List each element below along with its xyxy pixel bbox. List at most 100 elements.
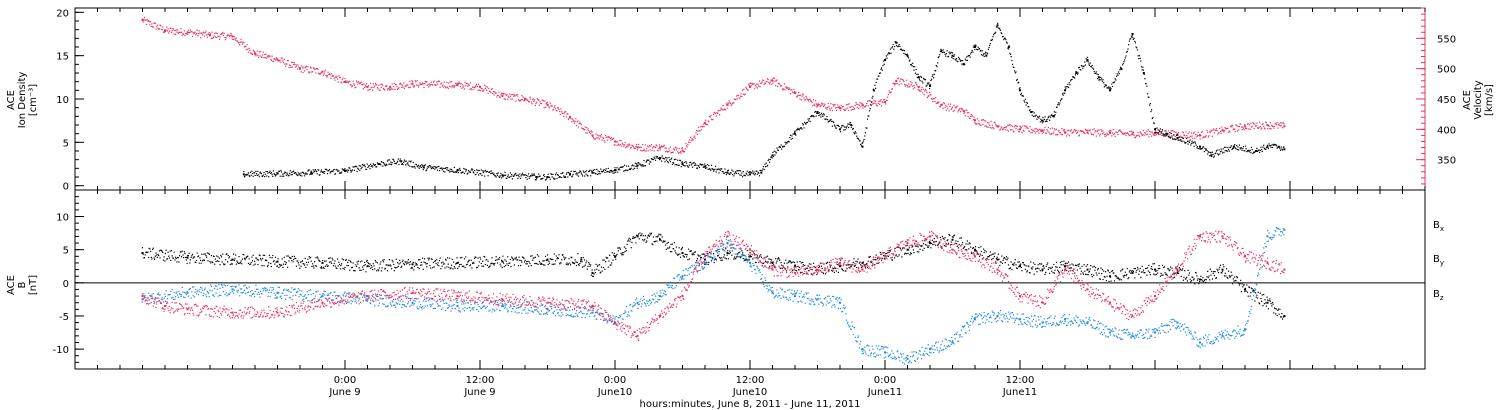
field-series-bx-sample bbox=[936, 236, 938, 238]
velocity-series-sample bbox=[938, 101, 940, 103]
velocity-series-sample bbox=[248, 47, 250, 49]
density-series-sample bbox=[869, 108, 871, 110]
density-series-sample bbox=[945, 53, 947, 55]
density-series-sample bbox=[1025, 104, 1027, 106]
velocity-series-sample bbox=[1215, 129, 1217, 131]
velocity-series-sample bbox=[534, 104, 536, 106]
field-series-bx-sample bbox=[763, 257, 765, 259]
velocity-series-sample bbox=[406, 84, 408, 86]
density-series-sample bbox=[1151, 109, 1153, 111]
velocity-series-sample bbox=[423, 87, 425, 89]
velocity-series-sample bbox=[706, 123, 708, 125]
density-series-sample bbox=[1133, 37, 1135, 39]
field-series-bx-sample bbox=[148, 256, 150, 259]
field-series-bx-sample bbox=[928, 245, 930, 247]
density-series-sample bbox=[679, 159, 682, 162]
density-series-sample bbox=[1272, 143, 1274, 145]
density-series-sample bbox=[505, 177, 507, 179]
field-series-bx-sample bbox=[929, 241, 931, 243]
velocity-series-sample bbox=[212, 36, 214, 38]
density-series-sample bbox=[264, 176, 266, 178]
velocity-series-sample bbox=[814, 100, 817, 102]
field-series-bx-sample bbox=[1056, 266, 1058, 268]
field-series-bx-sample bbox=[727, 258, 729, 260]
velocity-series-sample bbox=[760, 82, 763, 84]
density-series-sample bbox=[593, 172, 595, 174]
field-series-bx-sample bbox=[786, 262, 788, 264]
density-series-sample bbox=[1150, 110, 1152, 113]
velocity-series-sample bbox=[274, 59, 277, 61]
density-series-sample bbox=[575, 172, 578, 174]
field-series-bx-sample bbox=[495, 256, 497, 258]
field-series-bx-sample bbox=[465, 264, 468, 266]
field-series-bx-sample bbox=[496, 259, 498, 261]
density-series-sample bbox=[899, 45, 901, 47]
field-series-bx-sample bbox=[405, 261, 407, 263]
velocity-series-sample bbox=[1151, 131, 1153, 133]
velocity-series-sample bbox=[619, 140, 621, 142]
density-series-sample bbox=[941, 49, 943, 52]
field-series-bx-sample bbox=[629, 240, 631, 242]
density-series-sample bbox=[970, 51, 972, 53]
field-series-bx-sample bbox=[897, 246, 900, 248]
density-series-sample bbox=[669, 159, 671, 161]
field-series-bx-sample bbox=[947, 242, 950, 244]
field-series-bx-sample bbox=[721, 257, 723, 259]
velocity-series-sample bbox=[1072, 131, 1074, 133]
velocity-series-sample bbox=[582, 127, 584, 130]
density-series-sample bbox=[433, 165, 435, 168]
velocity-series-sample bbox=[1147, 129, 1149, 131]
field-series-bx-sample bbox=[233, 253, 235, 255]
density-series-sample bbox=[1244, 150, 1246, 152]
velocity-series-sample bbox=[752, 83, 754, 85]
density-series-sample bbox=[552, 173, 554, 175]
velocity-series-sample bbox=[658, 148, 660, 150]
density-series-sample bbox=[863, 138, 865, 140]
density-series-sample bbox=[1109, 87, 1112, 89]
density-series-sample bbox=[958, 58, 960, 60]
density-series bbox=[242, 22, 1286, 181]
velocity-series-sample bbox=[771, 83, 773, 85]
velocity-series-point bbox=[501, 95, 504, 97]
velocity-series-sample bbox=[229, 35, 231, 37]
density-series-sample bbox=[582, 175, 584, 177]
field-series-bx-sample bbox=[303, 263, 305, 265]
velocity-series-sample bbox=[250, 52, 252, 54]
velocity-series-sample bbox=[863, 106, 865, 108]
velocity-series-sample bbox=[769, 81, 771, 83]
field-series-bx-sample bbox=[847, 264, 849, 266]
density-series-point bbox=[1131, 33, 1134, 35]
velocity-series-sample bbox=[947, 103, 950, 105]
density-series-sample bbox=[1002, 35, 1004, 38]
density-series-sample bbox=[1107, 86, 1109, 88]
field-series-bx-sample bbox=[409, 261, 412, 263]
velocity-series-sample bbox=[437, 80, 439, 83]
velocity-series-sample bbox=[215, 32, 217, 34]
density-series-sample bbox=[1105, 84, 1107, 86]
density-series-sample bbox=[987, 48, 989, 50]
density-series-sample bbox=[857, 137, 859, 139]
field-series-bx-sample bbox=[224, 259, 227, 261]
density-series-sample bbox=[681, 161, 683, 163]
field-series-bx-sample bbox=[968, 242, 970, 244]
field-series-bx-sample bbox=[571, 261, 574, 263]
velocity-series-sample bbox=[516, 93, 518, 95]
velocity-axis-tick-label: 400 bbox=[1437, 125, 1456, 136]
velocity-series-sample bbox=[1243, 129, 1245, 131]
field-series-bx-sample bbox=[957, 240, 959, 243]
density-series-sample bbox=[1260, 146, 1262, 148]
density-series-sample bbox=[1062, 94, 1064, 96]
velocity-series-sample bbox=[808, 100, 810, 102]
density-series-sample bbox=[536, 178, 538, 180]
velocity-series-sample bbox=[236, 40, 238, 42]
density-series-sample bbox=[987, 53, 989, 55]
field-series-bx-sample bbox=[222, 253, 224, 255]
field-series-bx-sample bbox=[390, 265, 392, 267]
velocity-series-sample bbox=[204, 35, 206, 37]
density-series-sample bbox=[337, 170, 339, 172]
velocity-series-sample bbox=[781, 88, 783, 90]
field-series-bx-sample bbox=[246, 256, 248, 258]
density-series-sample bbox=[978, 48, 981, 50]
density-series-sample bbox=[852, 128, 854, 130]
density-series-sample bbox=[845, 127, 848, 129]
